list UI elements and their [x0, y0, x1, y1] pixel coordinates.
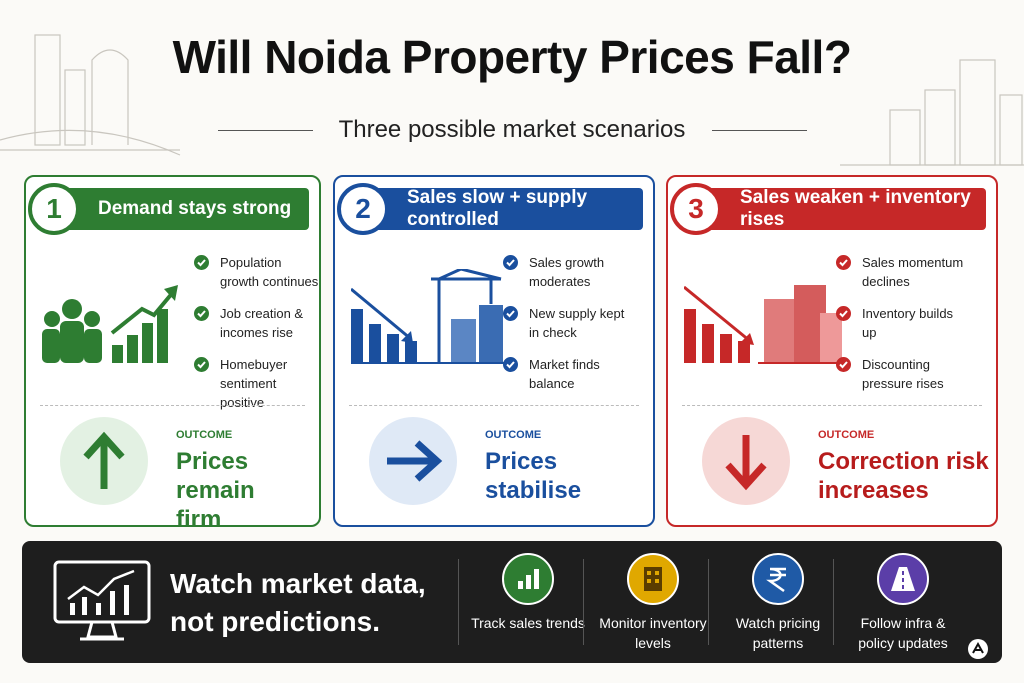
city-skyline-left — [0, 34, 181, 156]
action-label: Monitor inventory levels — [599, 615, 707, 651]
logo — [968, 639, 988, 659]
scenario-card: Sales slow + supply controlled 2 Sales gro… — [333, 175, 655, 527]
point-text: Discounting pressure rises — [862, 357, 944, 391]
point-list: Population growth continues Job creation … — [194, 253, 324, 410]
action-label: Track sales trends — [471, 615, 585, 631]
scenario-card: Demand stays strong 1 Population growth co… — [24, 175, 324, 533]
check-icon — [836, 255, 851, 270]
divider — [40, 405, 305, 406]
action: Track sales trends — [466, 553, 590, 633]
point: Homebuyer sentiment positive — [194, 355, 324, 410]
action: Monitor inventory levels — [591, 553, 715, 653]
point-text: Sales growth moderates — [529, 255, 605, 289]
point: Market finds balance — [503, 355, 633, 406]
point-text: Population growth continues — [220, 255, 319, 289]
action-label: Watch pricing patterns — [735, 615, 821, 651]
point: Inventory builds up — [836, 304, 966, 355]
subtitle: Three possible market scenarios — [338, 116, 686, 143]
footer-message: Watch market data, not predictions. — [170, 568, 426, 637]
check-icon — [503, 255, 518, 270]
action: Watch pricing patterns — [716, 553, 840, 653]
point: Sales growth moderates — [503, 253, 633, 304]
action-icon — [502, 553, 554, 605]
separator — [458, 559, 459, 645]
outcome-arrow — [83, 431, 125, 489]
point-text: Job creation & incomes rise — [220, 306, 304, 340]
scenario-number: 2 — [337, 183, 389, 235]
title: Will Noida Property Prices Fall? — [172, 31, 852, 83]
check-icon — [836, 306, 851, 321]
scenario-heading: Sales weaken + inventory rises — [740, 187, 971, 230]
point: Population growth continues — [194, 253, 324, 304]
point-text: Market finds balance — [529, 357, 600, 391]
point: Sales momentum declines — [836, 253, 966, 304]
rule — [218, 130, 313, 131]
city-skyline-right — [840, 59, 1024, 166]
outcome-text: Prices stabilise — [485, 448, 582, 504]
footer: Watch market data, not predictions. Trac… — [22, 541, 1002, 663]
point-list: Sales growth moderates New supply kept in… — [503, 253, 633, 406]
point-text: Inventory builds up — [862, 306, 954, 340]
rule — [712, 130, 807, 131]
outcome-arrow — [725, 435, 767, 491]
scenario-heading-bar: Demand stays strong — [36, 188, 309, 230]
scenario-heading: Demand stays strong — [98, 198, 292, 219]
action-glyph — [644, 567, 662, 591]
outcome-icon — [60, 417, 148, 505]
scenario-heading-bar: Sales weaken + inventory rises — [678, 187, 986, 230]
outcome-text: Correction risk increases — [818, 448, 989, 504]
outcome-icon — [702, 417, 790, 505]
action-icon — [877, 553, 929, 605]
check-icon — [194, 357, 209, 372]
scenario-illustration — [351, 269, 511, 364]
scenario-illustration — [684, 285, 846, 364]
action-label: Follow infra & policy updates — [858, 615, 948, 651]
point-text: Sales momentum declines — [862, 255, 964, 289]
check-icon — [194, 255, 209, 270]
action-glyph — [518, 569, 539, 589]
separator — [708, 559, 709, 645]
action-icon — [752, 553, 804, 605]
scenario-number: 3 — [670, 183, 722, 235]
outcome-text: Prices remain firm — [176, 448, 255, 533]
check-icon — [503, 306, 518, 321]
scenario-heading-bar: Sales slow + supply controlled — [345, 187, 643, 230]
point-list: Sales momentum declines Inventory builds … — [836, 253, 966, 406]
divider — [349, 405, 639, 406]
point: New supply kept in check — [503, 304, 633, 355]
action-glyph — [891, 567, 915, 591]
scenario-number: 1 — [28, 183, 80, 235]
outcome-icon — [369, 417, 457, 505]
point: Job creation & incomes rise — [194, 304, 324, 355]
action: Follow infra & policy updates — [841, 553, 965, 653]
action-glyph — [766, 567, 786, 593]
check-icon — [194, 306, 209, 321]
outcome-arrow — [387, 440, 443, 482]
outcome-label: OUTCOME — [818, 429, 875, 441]
monitor-icon — [53, 560, 151, 641]
check-icon — [836, 357, 851, 372]
point-text: New supply kept in check — [529, 306, 625, 340]
check-icon — [503, 357, 518, 372]
divider — [682, 405, 982, 406]
outcome-label: OUTCOME — [485, 429, 542, 441]
scenario-card: Sales weaken + inventory rises 3 Sales mom… — [666, 175, 998, 527]
outcome-label: OUTCOME — [176, 429, 233, 441]
point: Discounting pressure rises — [836, 355, 966, 406]
separator — [583, 559, 584, 645]
separator — [833, 559, 834, 645]
scenario-heading: Sales slow + supply controlled — [407, 187, 588, 230]
point-text: Homebuyer sentiment positive — [220, 357, 288, 410]
scenario-illustration — [42, 285, 178, 363]
action-icon — [627, 553, 679, 605]
